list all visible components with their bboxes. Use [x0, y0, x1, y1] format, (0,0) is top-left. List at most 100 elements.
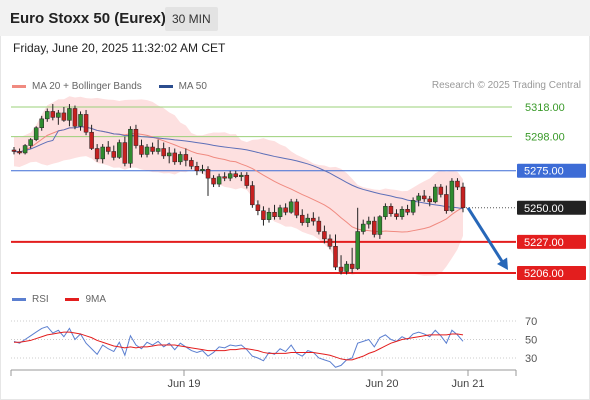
- legend-label-ma20: MA 20 + Bollinger Bands: [32, 81, 142, 92]
- candle-body: [117, 142, 122, 158]
- candle-body: [28, 139, 33, 146]
- candle-body: [338, 266, 344, 272]
- candle-body: [272, 211, 277, 217]
- forecast-arrow-head: [497, 257, 508, 271]
- candle-body: [316, 220, 322, 232]
- copyright-text: Research © 2025 Trading Central: [431, 80, 581, 91]
- candle-body: [427, 198, 432, 203]
- candle-body: [283, 207, 288, 213]
- candle-body: [394, 213, 399, 217]
- candle-body: [39, 118, 44, 128]
- candle-body: [399, 209, 405, 217]
- candle-body: [255, 204, 261, 211]
- level-label: 5250.00: [524, 203, 564, 215]
- candle-body: [288, 201, 294, 213]
- rsi-swatch: [12, 298, 26, 301]
- candle-body: [410, 200, 416, 213]
- legend-item-9ma: 9MA: [65, 294, 106, 305]
- candle-body: [311, 217, 316, 222]
- datetime-label: Friday, June 20, 2025 11:32:02 AM CET: [13, 41, 226, 55]
- candle-body: [50, 111, 56, 118]
- candle-body: [22, 145, 28, 154]
- candle-body: [244, 174, 250, 186]
- candle-body: [61, 112, 67, 121]
- level-label-bg: [517, 266, 586, 280]
- level-label: 5298.00: [525, 132, 565, 144]
- bollinger-band: [14, 96, 463, 276]
- candle-body: [239, 174, 244, 177]
- legend-label-9ma: 9MA: [85, 294, 107, 305]
- candle-body: [349, 263, 355, 269]
- candle-body: [89, 131, 94, 149]
- candle-body: [166, 152, 172, 157]
- candle-body: [144, 146, 150, 155]
- candle-body: [172, 152, 178, 163]
- candle-body: [305, 217, 311, 223]
- ma50-line: [13, 126, 464, 210]
- timeframe-badge[interactable]: 30 MIN: [165, 7, 218, 31]
- level-label: 5275.00: [524, 166, 564, 178]
- candle-body: [200, 169, 205, 171]
- candle-body: [94, 148, 100, 160]
- candle-body: [233, 173, 238, 177]
- 9ma-swatch: [65, 298, 80, 301]
- candle-body: [355, 231, 360, 269]
- legend-label-ma50: MA 50: [178, 81, 207, 92]
- candle-body: [421, 195, 427, 200]
- level-label-bg: [517, 163, 586, 178]
- candle-body: [444, 194, 449, 211]
- legend-item-ma50: MA 50: [158, 81, 207, 92]
- candle-body: [211, 177, 216, 185]
- header-bar: Euro Stoxx 50 (Eurex) 30 MIN: [0, 0, 590, 36]
- level-label-bg: [517, 234, 586, 249]
- rsi-tick-label: 30: [525, 353, 537, 365]
- candle-body: [100, 146, 105, 160]
- level-label: 5318.00: [525, 102, 565, 114]
- candle-body: [261, 210, 266, 220]
- candle-body: [266, 211, 272, 220]
- candle-body: [45, 111, 50, 120]
- candle-body: [205, 169, 211, 179]
- legend-item-ma20: MA 20 + Bollinger Bands: [12, 81, 142, 92]
- candle-body: [366, 220, 372, 225]
- candle-body: [161, 148, 166, 157]
- candle-body: [388, 206, 394, 214]
- candle-body: [67, 108, 72, 121]
- candle-body: [17, 151, 22, 154]
- ma50-swatch: [158, 85, 173, 88]
- candle-body: [438, 186, 444, 195]
- candle-body: [222, 176, 227, 179]
- candle-body: [250, 185, 255, 206]
- candle-body: [83, 114, 89, 133]
- rsi-legend: RSI 9MA: [12, 293, 120, 305]
- candle-body: [194, 166, 200, 171]
- chart-title: Euro Stoxx 50 (Eurex): [10, 10, 166, 27]
- legend-item-rsi: RSI: [12, 294, 49, 305]
- candle-body: [133, 128, 139, 146]
- candle-body: [56, 112, 61, 118]
- candle-body: [299, 214, 305, 223]
- candle-body: [178, 154, 183, 163]
- candle-body: [372, 220, 377, 235]
- candle-body: [128, 128, 133, 164]
- candle-body: [216, 176, 222, 185]
- candle-body: [155, 148, 161, 152]
- rsi-ma-line: [14, 331, 464, 361]
- candle-body: [455, 180, 460, 188]
- candle-body: [33, 127, 39, 140]
- x-tick-label: Jun 19: [167, 378, 200, 390]
- candle-body: [78, 114, 83, 127]
- candle-body: [111, 151, 117, 158]
- candle-body: [183, 154, 189, 161]
- x-tick-label: Jun 20: [365, 378, 398, 390]
- rsi-tick-label: 70: [525, 316, 537, 328]
- candle-body: [449, 180, 455, 212]
- candle-body: [189, 160, 194, 167]
- candle-body: [405, 209, 410, 213]
- candle-body: [11, 149, 17, 152]
- ma20-swatch: [12, 85, 26, 88]
- rsi-tick-label: 50: [525, 335, 537, 347]
- candle-body: [72, 108, 78, 127]
- rsi-line: [13, 325, 464, 368]
- candle-body: [277, 207, 283, 217]
